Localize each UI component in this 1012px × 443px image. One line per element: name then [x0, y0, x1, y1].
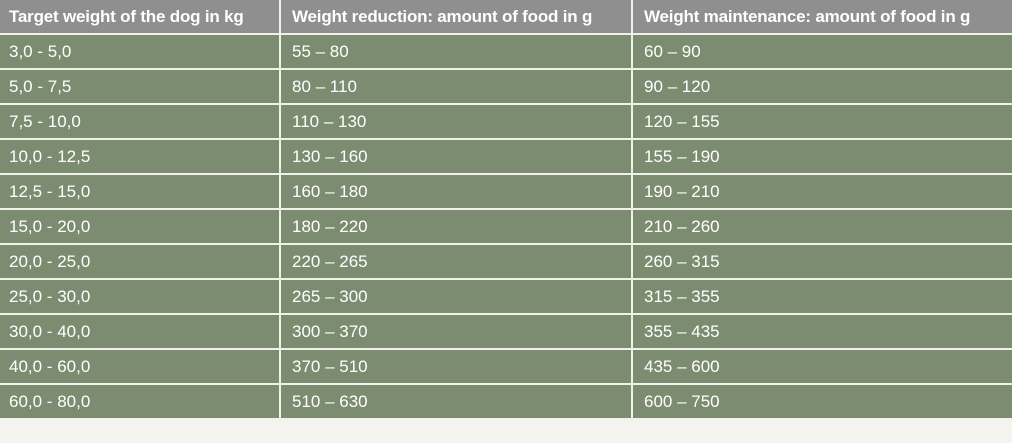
- cell-weight-reduction: 180 – 220: [279, 208, 633, 245]
- cell-weight-maintenance: 315 – 355: [631, 278, 1012, 315]
- cell-weight-maintenance: 260 – 315: [631, 243, 1012, 280]
- header-weight-maintenance: Weight maintenance: amount of food in g: [631, 0, 1012, 35]
- table-row: 40,0 - 60,0 370 – 510 435 – 600: [0, 348, 1012, 385]
- cell-weight-maintenance: 60 – 90: [631, 33, 1012, 70]
- table-row: 5,0 - 7,5 80 – 110 90 – 120: [0, 68, 1012, 105]
- cell-target-weight: 25,0 - 30,0: [0, 278, 281, 315]
- cell-weight-maintenance: 190 – 210: [631, 173, 1012, 210]
- cell-weight-reduction: 300 – 370: [279, 313, 633, 350]
- cell-target-weight: 12,5 - 15,0: [0, 173, 281, 210]
- table-row: 12,5 - 15,0 160 – 180 190 – 210: [0, 173, 1012, 210]
- cell-target-weight: 7,5 - 10,0: [0, 103, 281, 140]
- cell-weight-reduction: 80 – 110: [279, 68, 633, 105]
- cell-target-weight: 10,0 - 12,5: [0, 138, 281, 175]
- table-row: 10,0 - 12,5 130 – 160 155 – 190: [0, 138, 1012, 175]
- cell-target-weight: 5,0 - 7,5: [0, 68, 281, 105]
- cell-target-weight: 3,0 - 5,0: [0, 33, 281, 70]
- table-header-row: Target weight of the dog in kg Weight re…: [0, 0, 1012, 35]
- table-row: 25,0 - 30,0 265 – 300 315 – 355: [0, 278, 1012, 315]
- cell-weight-maintenance: 355 – 435: [631, 313, 1012, 350]
- table-row: 60,0 - 80,0 510 – 630 600 – 750: [0, 383, 1012, 418]
- cell-weight-reduction: 160 – 180: [279, 173, 633, 210]
- cell-weight-maintenance: 120 – 155: [631, 103, 1012, 140]
- cell-weight-reduction: 370 – 510: [279, 348, 633, 385]
- dog-food-amount-table: Target weight of the dog in kg Weight re…: [0, 0, 1012, 418]
- table-row: 3,0 - 5,0 55 – 80 60 – 90: [0, 33, 1012, 70]
- cell-target-weight: 20,0 - 25,0: [0, 243, 281, 280]
- cell-weight-reduction: 220 – 265: [279, 243, 633, 280]
- cell-weight-maintenance: 435 – 600: [631, 348, 1012, 385]
- table-row: 15,0 - 20,0 180 – 220 210 – 260: [0, 208, 1012, 245]
- cell-target-weight: 60,0 - 80,0: [0, 383, 281, 418]
- cell-target-weight: 40,0 - 60,0: [0, 348, 281, 385]
- cell-weight-maintenance: 600 – 750: [631, 383, 1012, 418]
- cell-weight-maintenance: 210 – 260: [631, 208, 1012, 245]
- table-row: 30,0 - 40,0 300 – 370 355 – 435: [0, 313, 1012, 350]
- cell-weight-maintenance: 90 – 120: [631, 68, 1012, 105]
- cell-weight-reduction: 55 – 80: [279, 33, 633, 70]
- cell-target-weight: 30,0 - 40,0: [0, 313, 281, 350]
- cell-weight-reduction: 130 – 160: [279, 138, 633, 175]
- table-row: 20,0 - 25,0 220 – 265 260 – 315: [0, 243, 1012, 280]
- cell-weight-reduction: 265 – 300: [279, 278, 633, 315]
- cell-weight-reduction: 510 – 630: [279, 383, 633, 418]
- cell-target-weight: 15,0 - 20,0: [0, 208, 281, 245]
- table-row: 7,5 - 10,0 110 – 130 120 – 155: [0, 103, 1012, 140]
- header-target-weight: Target weight of the dog in kg: [0, 0, 281, 35]
- cell-weight-reduction: 110 – 130: [279, 103, 633, 140]
- cell-weight-maintenance: 155 – 190: [631, 138, 1012, 175]
- header-weight-reduction: Weight reduction: amount of food in g: [279, 0, 633, 35]
